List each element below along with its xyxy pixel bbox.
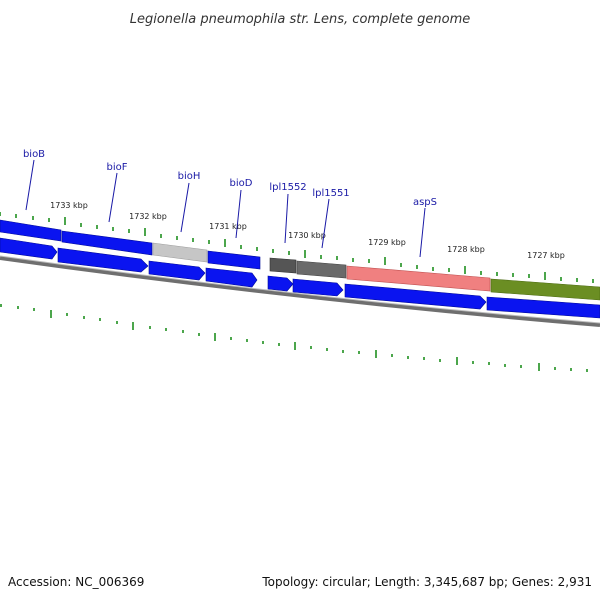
segment-olive: [490, 278, 600, 301]
gene-arrow-lower-7: [344, 283, 487, 310]
gene-leader-line: [180, 182, 190, 233]
kbp-label: 1729 kbp: [368, 238, 406, 247]
genome-backbone: [0, 256, 600, 327]
gene-label-bioF: bioF: [107, 162, 128, 173]
gene-label-bioD: bioD: [230, 178, 253, 189]
gene-arrow-bioB: [0, 219, 62, 242]
gene-leader-line: [235, 189, 242, 239]
accession-label: Accession: NC_006369: [8, 575, 144, 589]
gene-arrow-lower-8: [486, 296, 600, 319]
gene-arrow-bioF: [61, 230, 153, 256]
segment-dark-gray-2: [296, 260, 347, 279]
gene-arrow-lower-3: [148, 260, 206, 281]
kbp-label: 1732 kbp: [129, 212, 167, 221]
kbp-scale-labels: 1733 kbp 1732 kbp 1731 kbp 1730 kbp 1729…: [50, 201, 565, 260]
gene-leader-line: [419, 207, 426, 258]
upper-strand-genes: [0, 219, 261, 270]
segment-dark-gray-1: [269, 257, 297, 274]
kbp-label: 1733 kbp: [50, 201, 88, 210]
kbp-label: 1731 kbp: [209, 222, 247, 231]
gene-label-lpl1552: lpl1552: [269, 182, 306, 193]
gene-arrow-bioD: [207, 250, 261, 270]
segment-light-gray: [152, 242, 208, 263]
segment-pink: [346, 265, 491, 292]
upper-strand-segments: [152, 242, 600, 301]
map-title: Legionella pneumophila str. Lens, comple…: [130, 12, 471, 27]
gene-label-bioB: bioB: [23, 149, 45, 160]
gene-label-bioH: bioH: [178, 171, 201, 182]
kbp-label: 1727 kbp: [527, 251, 565, 260]
lower-strand-genes: [0, 237, 600, 319]
gene-arrow-lower-2: [57, 247, 149, 273]
genome-backbone-highlight: [0, 255, 600, 324]
gene-leader-line: [284, 193, 289, 244]
gene-arrow-lower-1: [0, 237, 58, 260]
kbp-label: 1730 kbp: [288, 231, 326, 240]
gene-label-lpl1551: lpl1551: [312, 188, 349, 199]
gene-arrow-lower-4: [205, 267, 258, 288]
outer-tick-row: [0, 212, 594, 283]
genome-summary: Topology: circular; Length: 3,345,687 bp…: [261, 575, 592, 589]
gene-leader-line: [108, 172, 118, 223]
gene-arrow-lower-6: [292, 278, 344, 297]
gene-leader-line: [25, 159, 35, 211]
gene-leader-line: [321, 198, 330, 249]
inner-tick-row: [0, 304, 588, 372]
gene-arrow-lower-5: [267, 275, 294, 292]
gene-label-aspS: aspS: [413, 197, 437, 208]
gene-labels: bioB bioF bioH bioD lpl1552 lpl1551 aspS: [23, 149, 437, 258]
kbp-label: 1728 kbp: [447, 245, 485, 254]
